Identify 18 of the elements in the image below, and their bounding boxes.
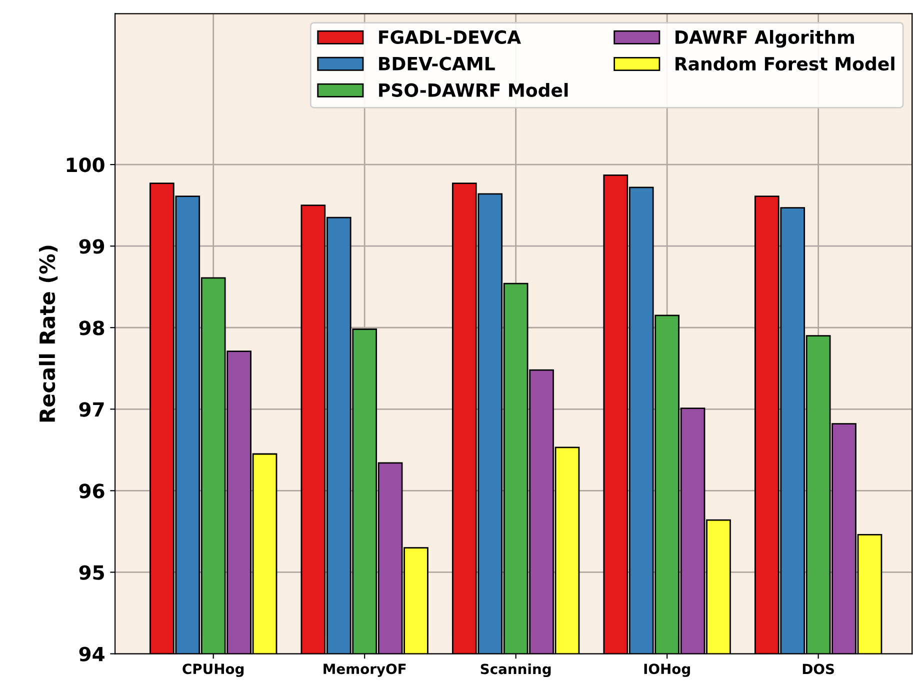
y-tick-label: 97 (79, 402, 104, 417)
x-tick-label: DOS (802, 664, 834, 674)
y-axis-title: Recall Rate (%) (39, 246, 58, 422)
legend-label: DAWRF Algorithm (676, 30, 854, 48)
y-tick-label: 94 (79, 646, 104, 662)
x-tick-label: MemoryOF (324, 664, 406, 677)
legend-label: BDEV-CAML (379, 56, 495, 70)
y-tick-label: 100 (66, 158, 104, 172)
y-tick-label: 95 (79, 565, 104, 580)
legend-label: Random Forest Model (676, 56, 894, 71)
y-tick-label: 99 (79, 239, 104, 254)
legend-label: FGADL-DEVCA (379, 30, 521, 44)
y-tick-label: 96 (79, 484, 104, 498)
x-tick-label: Scanning (480, 663, 551, 678)
x-tick-label: CPUHog (182, 664, 244, 677)
y-tick-label: 98 (79, 320, 104, 336)
x-tick-label: IOHog (644, 664, 690, 677)
legend-label: PSO-DAWRF Model (379, 82, 568, 97)
